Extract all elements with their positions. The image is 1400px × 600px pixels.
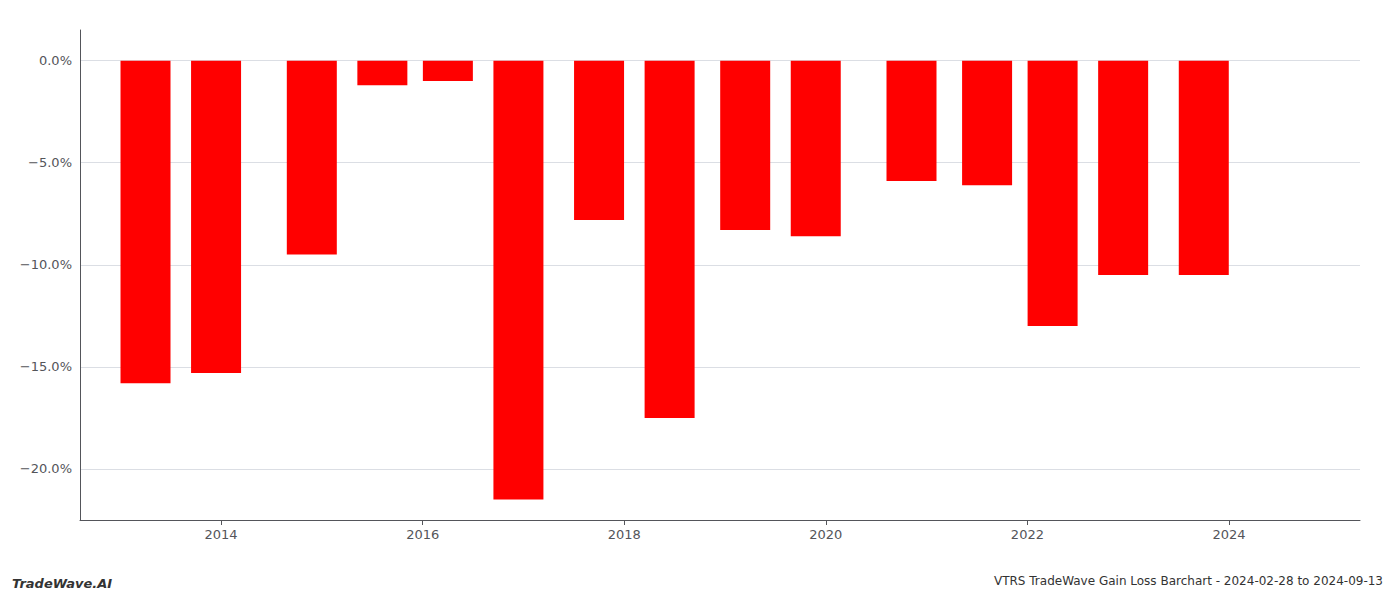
- svg-text:2014: 2014: [205, 527, 238, 542]
- svg-text:2024: 2024: [1212, 527, 1245, 542]
- svg-text:−20.0%: −20.0%: [20, 461, 72, 476]
- svg-text:0.0%: 0.0%: [39, 53, 72, 68]
- svg-text:−10.0%: −10.0%: [20, 257, 72, 272]
- svg-text:VTRS TradeWave Gain Loss Barch: VTRS TradeWave Gain Loss Barchart - 2024…: [994, 574, 1383, 588]
- svg-text:2016: 2016: [406, 527, 439, 542]
- svg-text:TradeWave.AI: TradeWave.AI: [12, 576, 112, 591]
- svg-text:−15.0%: −15.0%: [20, 359, 72, 374]
- svg-text:2018: 2018: [608, 527, 641, 542]
- svg-text:2020: 2020: [809, 527, 842, 542]
- svg-text:−5.0%: −5.0%: [28, 155, 72, 170]
- svg-text:2022: 2022: [1011, 527, 1044, 542]
